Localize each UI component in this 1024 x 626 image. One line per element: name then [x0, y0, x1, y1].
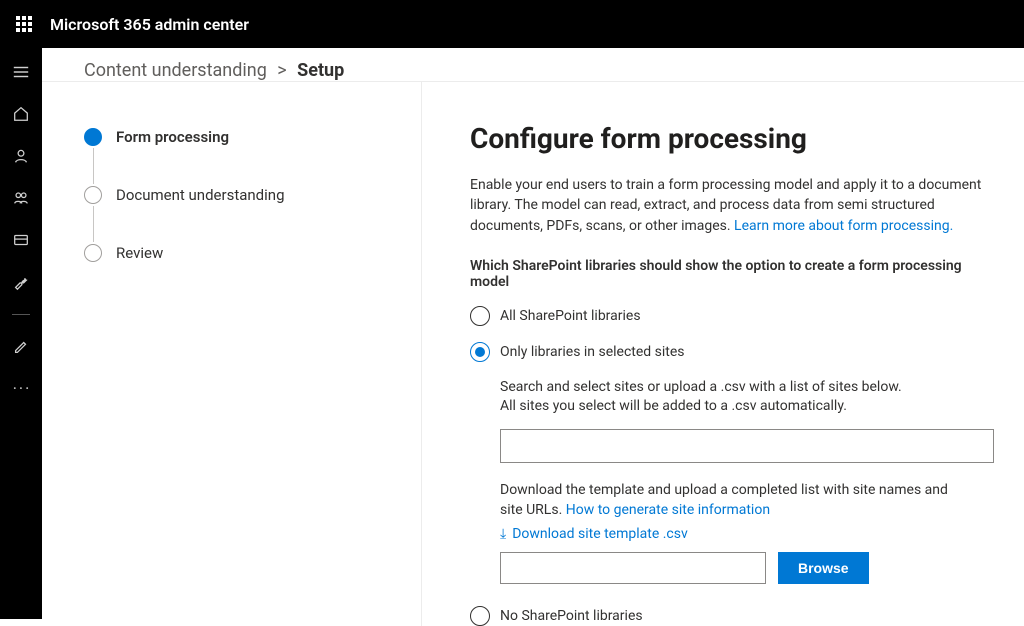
- more-icon[interactable]: ···: [11, 379, 32, 398]
- panels: Form processing Document understanding R…: [42, 82, 1024, 626]
- billing-icon[interactable]: [11, 230, 31, 250]
- radio-indicator: [470, 606, 490, 626]
- file-upload-row: Browse: [500, 552, 994, 584]
- app-title: Microsoft 365 admin center: [50, 15, 249, 34]
- breadcrumb-parent[interactable]: Content understanding: [84, 60, 267, 81]
- left-nav-rail: ···: [0, 48, 42, 619]
- breadcrumb-current: Setup: [297, 60, 344, 81]
- main-panel: Configure form processing Enable your en…: [422, 82, 1024, 626]
- radio-label: Only libraries in selected sites: [500, 344, 685, 360]
- section-question: Which SharePoint libraries should show t…: [470, 258, 994, 290]
- radio-no-libraries[interactable]: No SharePoint libraries: [470, 606, 994, 626]
- radio-indicator: [470, 306, 490, 326]
- radio-indicator-selected: [470, 342, 490, 362]
- step-review[interactable]: Review: [84, 242, 421, 264]
- step-label: Document understanding: [116, 186, 285, 204]
- file-path-input[interactable]: [500, 552, 766, 584]
- radio-label: No SharePoint libraries: [500, 608, 643, 624]
- hamburger-icon[interactable]: [11, 62, 31, 82]
- setup-icon[interactable]: [11, 272, 31, 292]
- radio-dot: [475, 347, 485, 357]
- groups-icon[interactable]: [11, 188, 31, 208]
- radio-selected-sites[interactable]: Only libraries in selected sites: [470, 342, 994, 362]
- generate-info-link[interactable]: How to generate site information: [566, 502, 770, 518]
- top-bar: Microsoft 365 admin center: [0, 0, 1024, 48]
- step-label: Form processing: [116, 128, 229, 146]
- app-launcher-icon[interactable]: [10, 10, 38, 38]
- steps-panel: Form processing Document understanding R…: [42, 82, 422, 626]
- step-indicator: [84, 244, 102, 262]
- help-line2: All sites you select will be added to a …: [500, 398, 847, 414]
- step-document-understanding[interactable]: Document understanding: [84, 184, 421, 206]
- download-icon: ⤓: [500, 526, 506, 542]
- page-description: Enable your end users to train a form pr…: [470, 175, 994, 236]
- download-label: Download site template .csv: [512, 526, 688, 542]
- download-template-link[interactable]: ⤓ Download site template .csv: [500, 526, 688, 542]
- step-indicator: [84, 186, 102, 204]
- step-connector: [93, 148, 94, 184]
- step-indicator-active: [84, 128, 102, 146]
- breadcrumb: Content understanding > Setup: [42, 48, 1024, 82]
- content-area: Content understanding > Setup Form proce…: [42, 48, 1024, 619]
- radio-label: All SharePoint libraries: [500, 308, 641, 324]
- learn-more-link[interactable]: Learn more about form processing.: [734, 218, 953, 234]
- site-search-input[interactable]: [500, 429, 994, 463]
- radio-all-libraries[interactable]: All SharePoint libraries: [470, 306, 994, 326]
- step-form-processing[interactable]: Form processing: [84, 126, 421, 148]
- rail-divider: [12, 314, 30, 315]
- breadcrumb-separator: >: [277, 60, 286, 81]
- step-connector: [93, 206, 94, 242]
- home-icon[interactable]: [11, 104, 31, 124]
- selected-sites-help: Search and select sites or upload a .csv…: [500, 378, 994, 417]
- user-icon[interactable]: [11, 146, 31, 166]
- edit-icon[interactable]: [11, 337, 31, 357]
- page-title: Configure form processing: [470, 122, 994, 155]
- layout: ··· Content understanding > Setup Form p…: [0, 48, 1024, 619]
- selected-sites-subsection: Search and select sites or upload a .csv…: [500, 378, 994, 584]
- help-line1: Search and select sites or upload a .csv…: [500, 379, 902, 395]
- step-label: Review: [116, 244, 163, 262]
- browse-button[interactable]: Browse: [778, 552, 869, 584]
- template-help: Download the template and upload a compl…: [500, 481, 960, 520]
